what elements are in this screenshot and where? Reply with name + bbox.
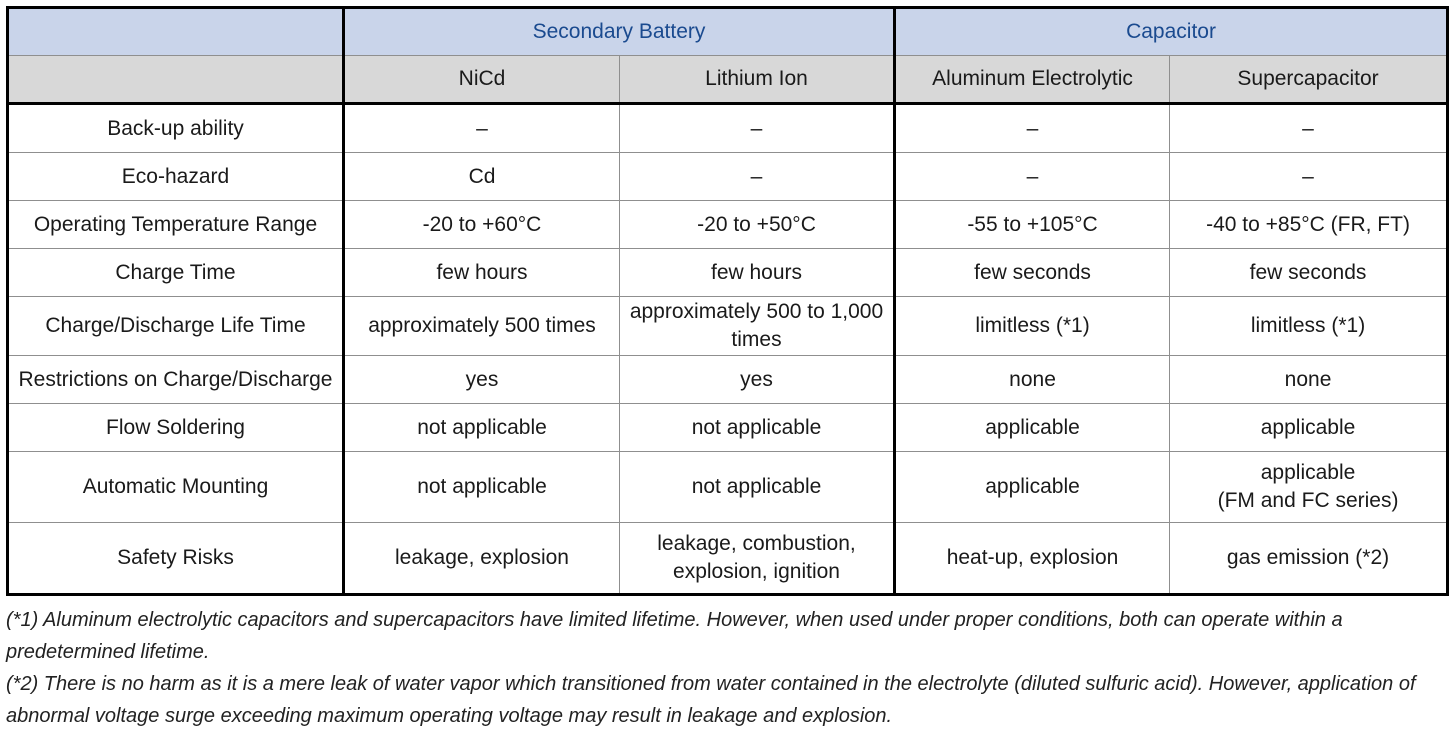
row-label: Eco-hazard — [7, 152, 344, 201]
footnote-2: (*2) There is no harm as it is a mere le… — [6, 673, 1416, 727]
table-cell: applicable — [1169, 403, 1449, 452]
column-header-nicd: NiCd — [342, 55, 620, 105]
table-row: Charge/Discharge Life Time approximately… — [7, 296, 1449, 356]
group-header-row: Secondary Battery Capacitor — [7, 7, 1449, 56]
row-label: Back-up ability — [7, 103, 344, 153]
table-row: Back-up ability – – – – — [7, 103, 1449, 153]
table-cell: – — [893, 103, 1171, 153]
table-cell: -40 to +85°C (FR, FT) — [1169, 200, 1449, 249]
table-cell: not applicable — [342, 451, 620, 523]
table-cell: – — [618, 152, 896, 201]
table-cell: gas emission (*2) — [1169, 522, 1449, 595]
table-row: Safety Risks leakage, explosion leakage,… — [7, 522, 1449, 595]
table-cell: not applicable — [618, 451, 896, 523]
table-row: Automatic Mounting not applicable not ap… — [7, 451, 1449, 523]
footnotes: (*1) Aluminum electrolytic capacitors an… — [6, 604, 1446, 732]
table-cell: approximately 500 to 1,000 times — [618, 296, 896, 356]
column-header-aluminum-electrolytic: Aluminum Electrolytic — [893, 55, 1171, 105]
table-cell: – — [342, 103, 620, 153]
table-cell: leakage, combustion, explosion, ignition — [618, 522, 896, 595]
table-cell: -20 to +50°C — [618, 200, 896, 249]
column-header-supercapacitor: Supercapacitor — [1169, 55, 1449, 105]
table-row: Restrictions on Charge/Discharge yes yes… — [7, 355, 1449, 404]
table-cell: limitless (*1) — [1169, 296, 1449, 356]
group-header-battery: Secondary Battery — [341, 7, 896, 56]
table-cell: – — [1169, 103, 1449, 153]
table-cell: few hours — [618, 248, 896, 297]
row-label: Automatic Mounting — [7, 451, 344, 523]
table-row: Charge Time few hours few hours few seco… — [7, 248, 1449, 297]
table-cell: approximately 500 times — [342, 296, 620, 356]
table-cell: few hours — [342, 248, 620, 297]
table-cell: none — [893, 355, 1171, 404]
table-cell: few seconds — [893, 248, 1171, 297]
table-cell: leakage, explosion — [342, 522, 620, 595]
table-cell: – — [618, 103, 896, 153]
cell-line-extra: (FM and FC series) — [1217, 489, 1399, 512]
column-header-lithium-ion: Lithium Ion — [618, 55, 896, 105]
table-cell: limitless (*1) — [893, 296, 1171, 356]
comparison-table: Secondary Battery Capacitor NiCd Lithium… — [6, 6, 1450, 596]
table-row: Operating Temperature Range -20 to +60°C… — [7, 200, 1449, 249]
table-row: Eco-hazard Cd – – – — [7, 152, 1449, 201]
table-cell: yes — [342, 355, 620, 404]
table-cell: applicable (FM and FC series) — [1169, 451, 1449, 523]
cell-line: applicable — [1260, 461, 1356, 484]
table-cell: heat-up, explosion — [893, 522, 1171, 595]
comparison-table-container: Secondary Battery Capacitor NiCd Lithium… — [6, 6, 1450, 596]
table-cell: applicable — [893, 451, 1171, 523]
table-cell: none — [1169, 355, 1449, 404]
row-label: Restrictions on Charge/Discharge — [7, 355, 344, 404]
corner-cell-sub — [7, 55, 344, 105]
table-cell: -20 to +60°C — [342, 200, 620, 249]
row-label: Safety Risks — [7, 522, 344, 595]
table-cell: -55 to +105°C — [893, 200, 1171, 249]
table-cell: yes — [618, 355, 896, 404]
table-cell: Cd — [342, 152, 620, 201]
footnote-1: (*1) Aluminum electrolytic capacitors an… — [6, 609, 1343, 663]
table-cell: not applicable — [618, 403, 896, 452]
table-cell: few seconds — [1169, 248, 1449, 297]
row-label: Charge Time — [7, 248, 344, 297]
group-header-capacitor: Capacitor — [893, 7, 1449, 56]
table-cell: not applicable — [342, 403, 620, 452]
table-cell: applicable — [893, 403, 1171, 452]
row-label: Flow Soldering — [7, 403, 344, 452]
table-row: Flow Soldering not applicable not applic… — [7, 403, 1449, 452]
table-cell: – — [1169, 152, 1449, 201]
table-cell: – — [893, 152, 1171, 201]
column-header-row: NiCd Lithium Ion Aluminum Electrolytic S… — [7, 55, 1449, 105]
row-label: Operating Temperature Range — [7, 200, 344, 249]
corner-cell — [7, 7, 344, 56]
row-label: Charge/Discharge Life Time — [7, 296, 344, 356]
